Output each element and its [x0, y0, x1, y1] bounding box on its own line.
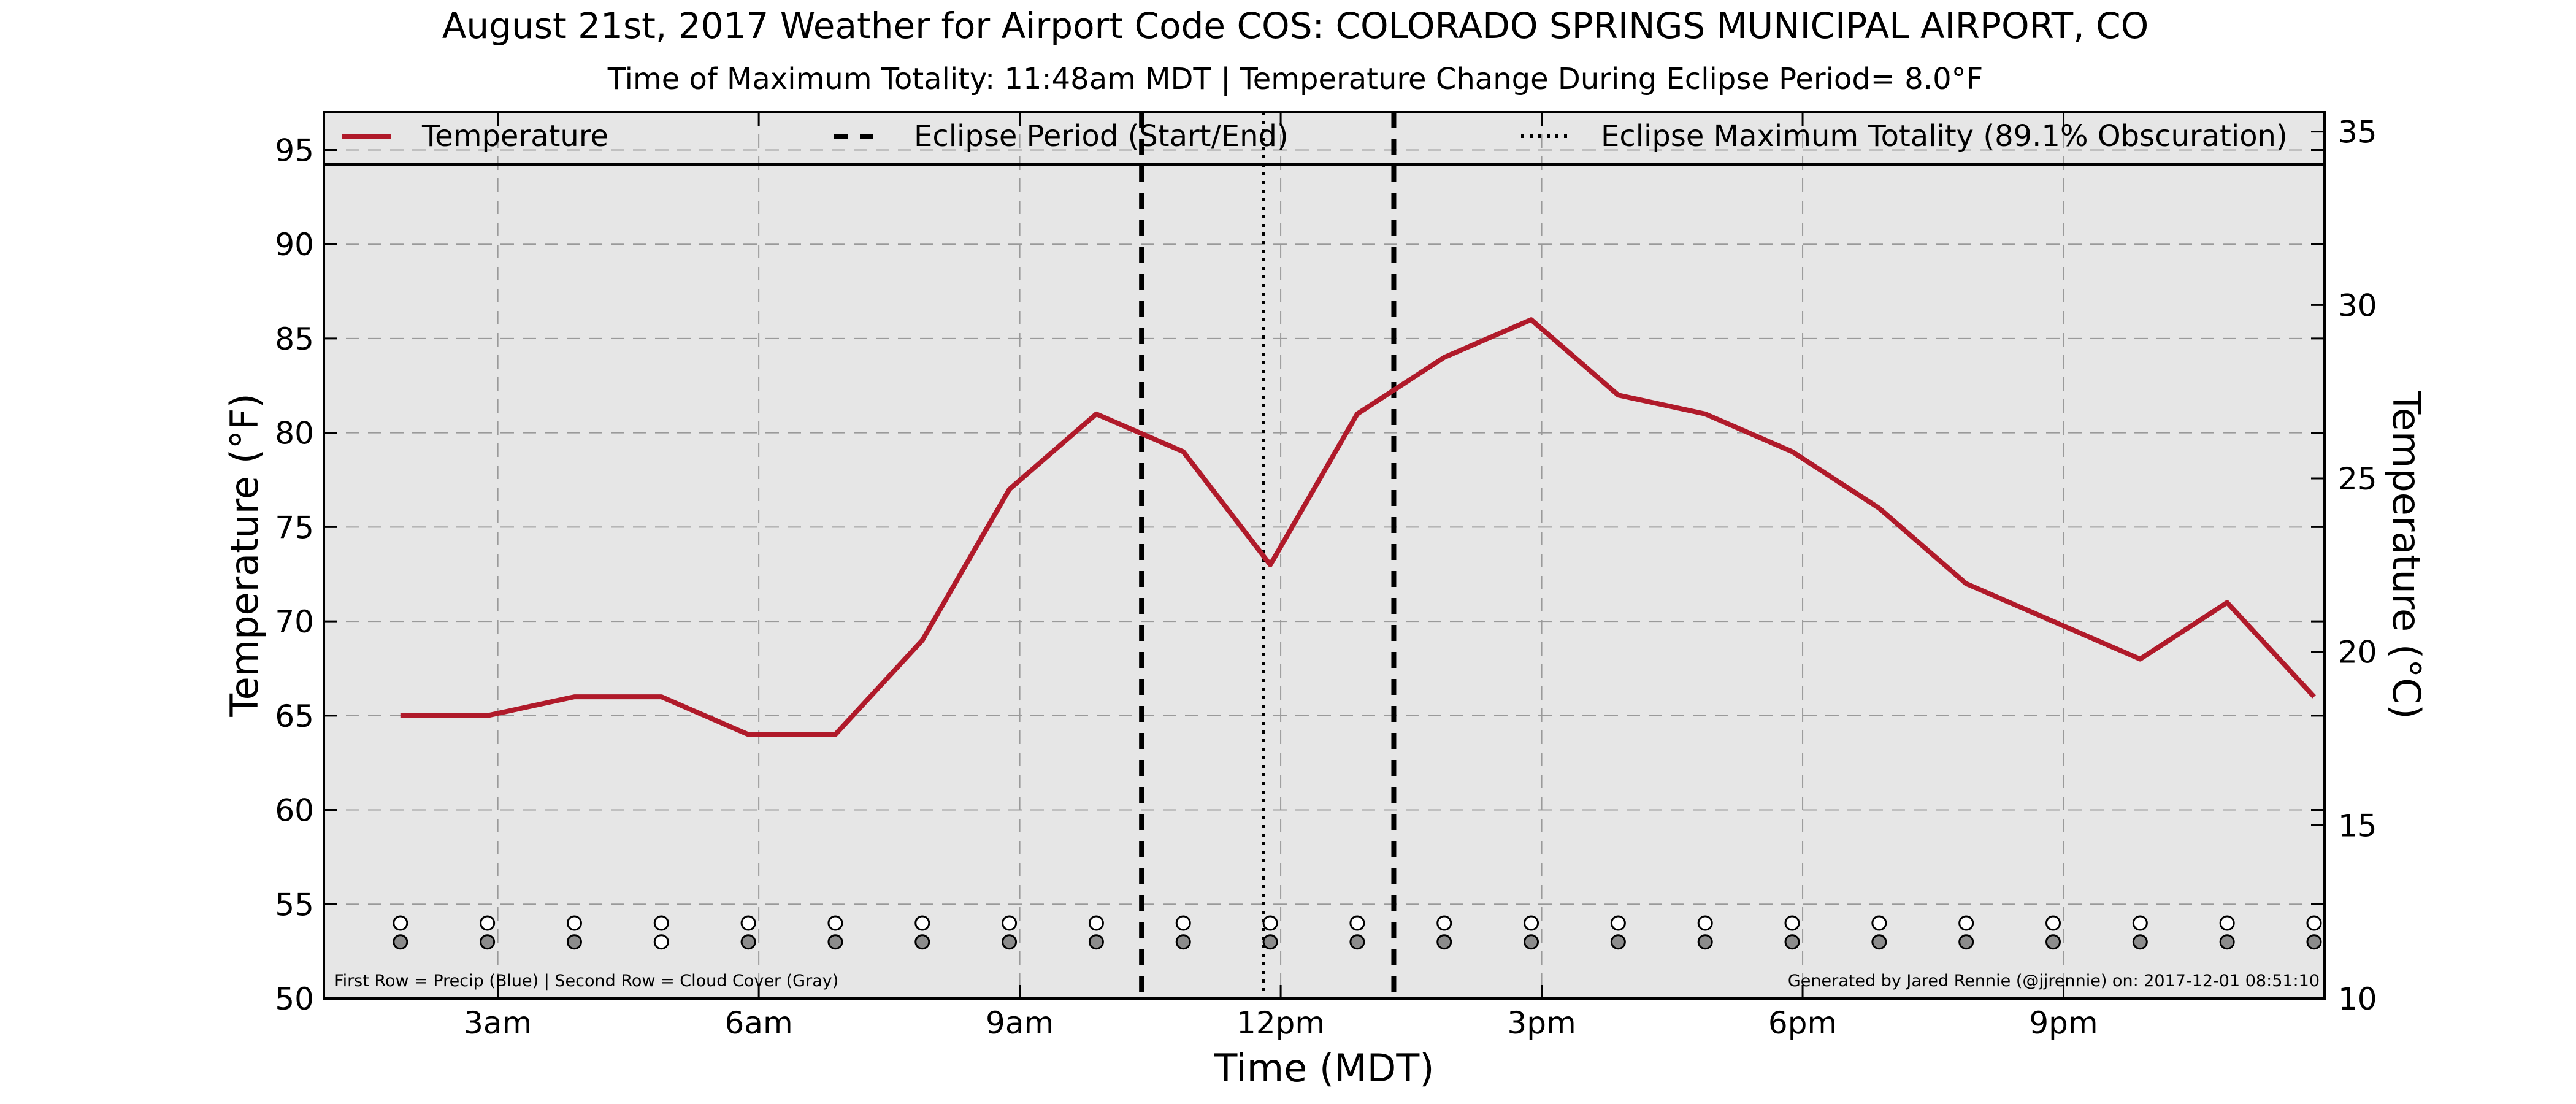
precip-marker	[1784, 915, 1800, 931]
y-right-tick-label: 30	[2338, 288, 2377, 323]
cloud-cover-marker	[480, 934, 496, 950]
y-right-tick-label: 35	[2338, 115, 2377, 150]
y-right-tick-label: 10	[2338, 981, 2377, 1017]
x-tick-label: 3am	[464, 1005, 532, 1041]
precip-marker	[1002, 915, 1018, 931]
temperature-series	[400, 317, 2316, 737]
precip-marker	[740, 915, 756, 931]
cloud-cover-marker	[1784, 934, 1800, 950]
legend: Temperature Eclipse Period (Start/End) E…	[342, 119, 2288, 153]
y-tick-label: 75	[275, 510, 314, 545]
precip-marker	[2045, 915, 2061, 931]
y-tick-label: 95	[275, 132, 314, 168]
legend-eclipse-max-label: Eclipse Maximum Totality (89.1% Obscurat…	[1601, 119, 2288, 153]
precip-marker	[1088, 915, 1104, 931]
x-tick-label: 9pm	[2029, 1005, 2098, 1041]
y-tick-label: 90	[275, 227, 314, 263]
precip-marker	[1262, 915, 1278, 931]
cloud-cover-marker	[827, 934, 843, 950]
cloud-cover-marker	[2132, 934, 2148, 950]
cloud-cover-marker	[1958, 934, 1974, 950]
y-tick-label: 80	[275, 416, 314, 451]
x-tick-label: 9am	[986, 1005, 1054, 1041]
chart-subtitle: Time of Maximum Totality: 11:48am MDT | …	[607, 62, 1983, 96]
precip-marker	[566, 915, 582, 931]
cloud-cover-marker	[2045, 934, 2061, 950]
eclipse-lines	[1139, 112, 1397, 999]
y-axis-label-left: Temperature (°F)	[222, 393, 267, 717]
legend-temperature-label: Temperature	[421, 119, 608, 153]
cloud-cover-marker	[566, 934, 582, 950]
cloud-cover-marker	[1088, 934, 1104, 950]
y-tick-label: 70	[275, 604, 314, 640]
note-left: First Row = Precip (Blue) | Second Row =…	[334, 972, 838, 991]
legend-eclipse-period-label: Eclipse Period (Start/End)	[914, 119, 1289, 153]
cloud-cover-marker	[2306, 934, 2322, 950]
precip-marker	[393, 915, 408, 931]
chart-title: August 21st, 2017 Weather for Airport Co…	[442, 5, 2149, 47]
precip-marker	[2219, 915, 2235, 931]
precip-marker	[1436, 915, 1452, 931]
cloud-cover-marker	[914, 934, 930, 950]
x-axis-ticks: 3am 6am 9am 12pm 3pm 6pm 9pm	[464, 112, 2098, 1041]
x-tick-label: 6pm	[1768, 1005, 1837, 1041]
precip-marker	[1524, 915, 1539, 931]
weather-marker-rows	[393, 915, 2322, 950]
x-tick-label: 12pm	[1236, 1005, 1325, 1041]
cloud-cover-marker	[1610, 934, 1626, 950]
precip-marker	[1175, 915, 1191, 931]
precip-marker	[1697, 915, 1713, 931]
precip-marker	[2132, 915, 2148, 931]
cloud-cover-marker	[1262, 934, 1278, 950]
y-tick-label: 85	[275, 321, 314, 357]
precip-marker	[914, 915, 930, 931]
cloud-cover-marker	[653, 934, 669, 950]
temperature-line	[400, 317, 2316, 737]
cloud-cover-marker	[1871, 934, 1887, 950]
y-right-tick-label: 20	[2338, 635, 2377, 670]
precip-marker	[1871, 915, 1887, 931]
cloud-cover-marker	[1349, 934, 1365, 950]
cloud-cover-marker	[393, 934, 408, 950]
precip-marker	[827, 915, 843, 931]
precip-marker	[1610, 915, 1626, 931]
y-right-tick-label: 25	[2338, 461, 2377, 497]
y-tick-label: 50	[275, 981, 314, 1017]
cloud-cover-marker	[1002, 934, 1018, 950]
plot-frame	[323, 111, 2326, 1000]
x-tick-label: 3pm	[1507, 1005, 1576, 1041]
y-axis-label-right: Temperature (°C)	[2384, 390, 2429, 719]
cloud-cover-marker	[1175, 934, 1191, 950]
note-right: Generated by Jared Rennie (@jjrennie) on…	[1788, 972, 2320, 991]
cloud-cover-marker	[740, 934, 756, 950]
y-axis-right-ticks: 10 15 20 25 30 35	[2311, 115, 2377, 1017]
cloud-cover-marker	[2219, 934, 2235, 950]
x-tick-label: 6am	[725, 1005, 793, 1041]
y-tick-label: 65	[275, 699, 314, 734]
cloud-cover-marker	[1524, 934, 1539, 950]
y-right-tick-label: 15	[2338, 808, 2377, 843]
x-axis-label: Time (MDT)	[1214, 1046, 1435, 1091]
precip-marker	[1349, 915, 1365, 931]
y-axis-left-ticks: 50 55 60 65 70 75 80 85 90 95	[275, 132, 2325, 1017]
cloud-cover-marker	[1436, 934, 1452, 950]
precip-marker	[2306, 915, 2322, 931]
plot-area	[324, 112, 2325, 999]
precip-marker	[1958, 915, 1974, 931]
y-tick-label: 60	[275, 793, 314, 829]
cloud-cover-marker	[1697, 934, 1713, 950]
precip-marker	[653, 915, 669, 931]
y-tick-label: 55	[275, 887, 314, 922]
precip-marker	[480, 915, 496, 931]
grid-lines	[324, 112, 2325, 999]
